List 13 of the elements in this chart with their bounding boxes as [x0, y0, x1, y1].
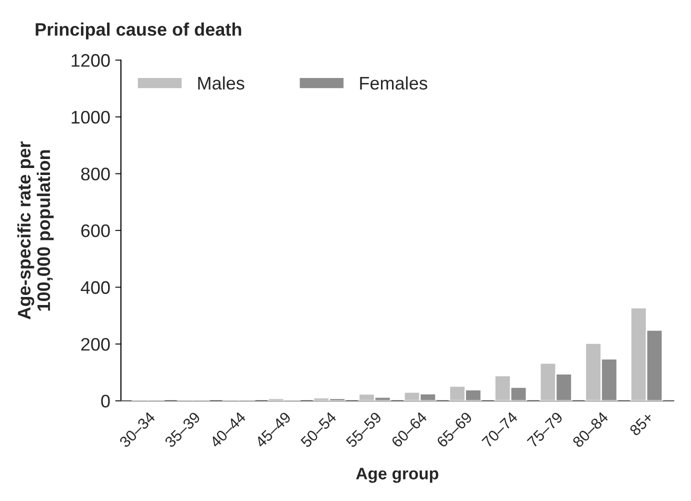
y-tick-label: 400	[80, 281, 110, 294]
y-tick-label: 0	[101, 394, 110, 408]
y-tick-label: 200	[81, 338, 110, 351]
y-tick-label: 1200	[72, 54, 110, 67]
y-axis-title: Age-specific rate per 100,000 population	[17, 141, 54, 320]
y-tick-label: 1000	[72, 110, 110, 124]
legend-label: Males	[198, 76, 244, 90]
x-tick-label: 85+	[628, 411, 654, 436]
x-axis-title: Age group	[356, 468, 438, 483]
y-tick-label: 600	[81, 224, 110, 238]
chart-title: Principal cause of death	[36, 22, 242, 40]
y-tick-label: 800	[81, 168, 110, 180]
legend-label: Females	[360, 76, 428, 90]
